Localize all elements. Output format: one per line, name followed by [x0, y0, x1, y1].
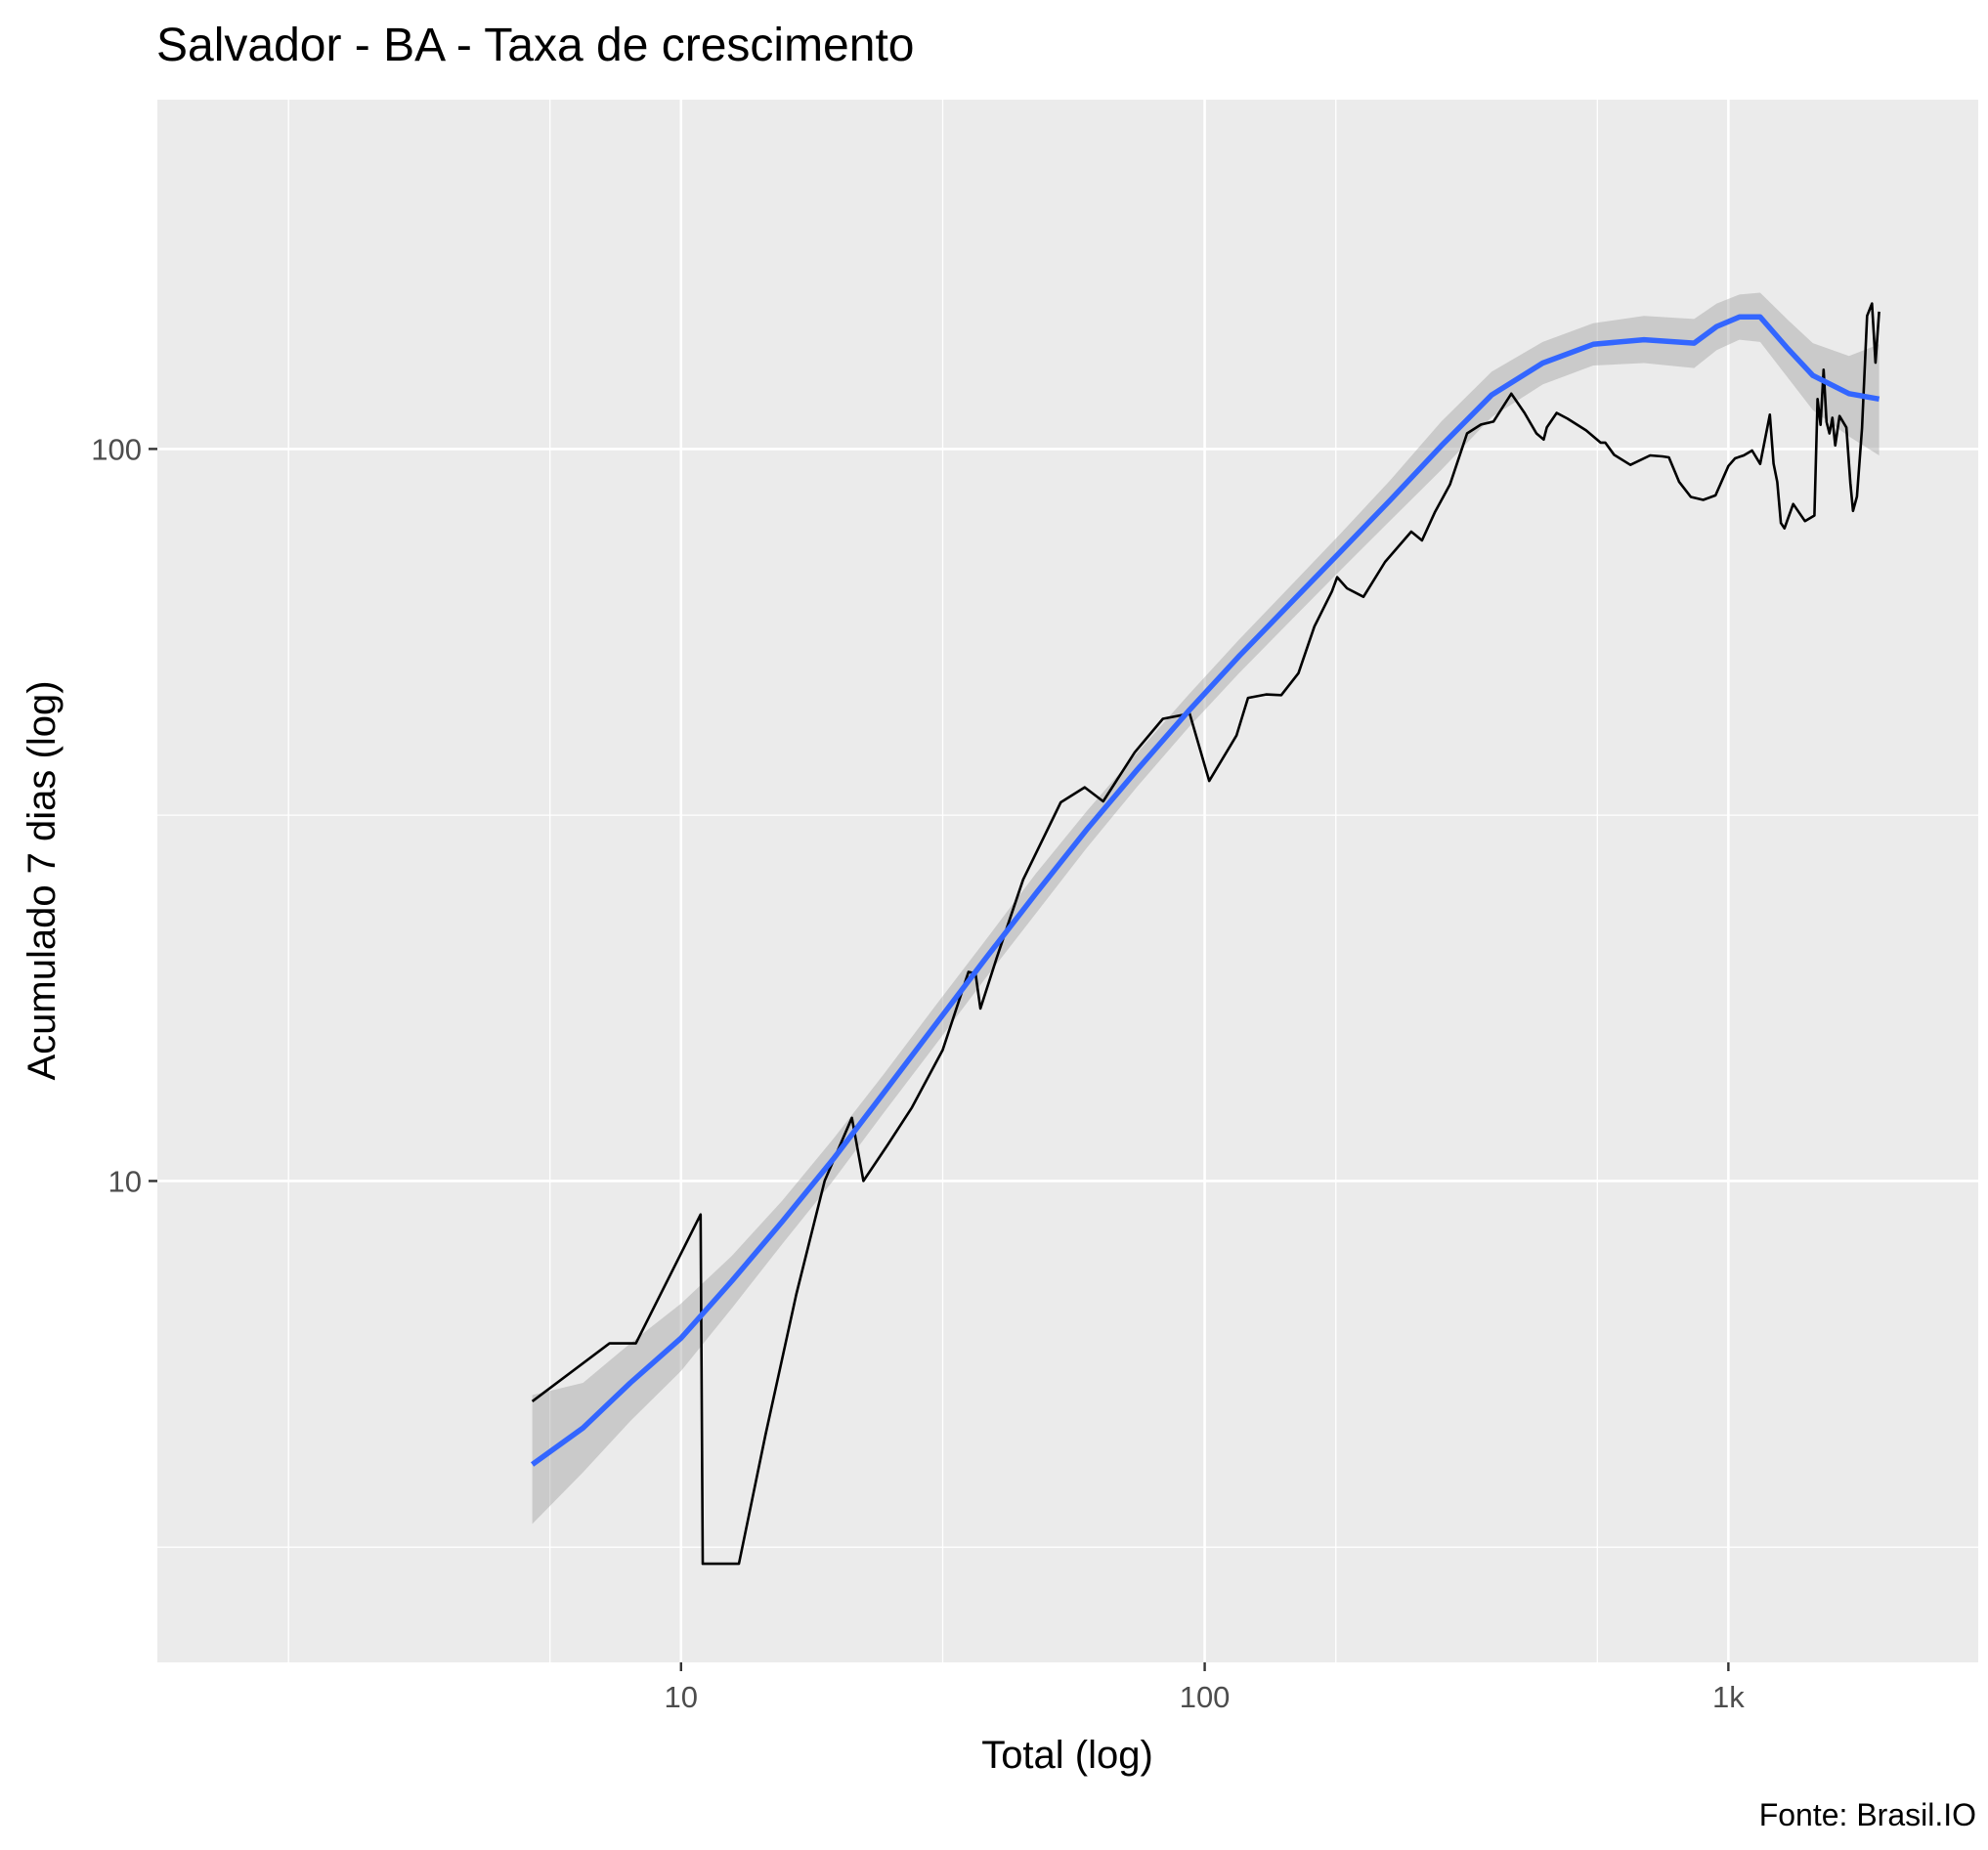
y-axis: 10 100	[91, 432, 157, 1198]
x-axis-label: Total (log)	[981, 1734, 1153, 1777]
observed-line	[531, 302, 1880, 1566]
grid-major	[157, 100, 1978, 1662]
plot-panel	[157, 100, 1978, 1662]
x-axis: 10 100 1k	[665, 1662, 1745, 1714]
chart-title: Salvador - BA - Taxa de crescimento	[156, 20, 914, 71]
x-tick-label: 10	[665, 1680, 698, 1714]
x-tick-label: 1k	[1712, 1680, 1745, 1714]
y-axis-label: Acumulado 7 dias (log)	[21, 680, 64, 1080]
observed-series-layer	[531, 302, 1880, 1566]
chart-caption: Fonte: Brasil.IO	[1759, 1797, 1976, 1832]
smooth-series-layer	[530, 314, 1880, 1467]
grid-minor	[157, 100, 1978, 1662]
y-tick-label: 10	[108, 1164, 142, 1198]
smooth-trend-line	[530, 314, 1880, 1467]
y-tick-label: 100	[91, 432, 142, 466]
x-tick-label: 100	[1180, 1680, 1231, 1714]
